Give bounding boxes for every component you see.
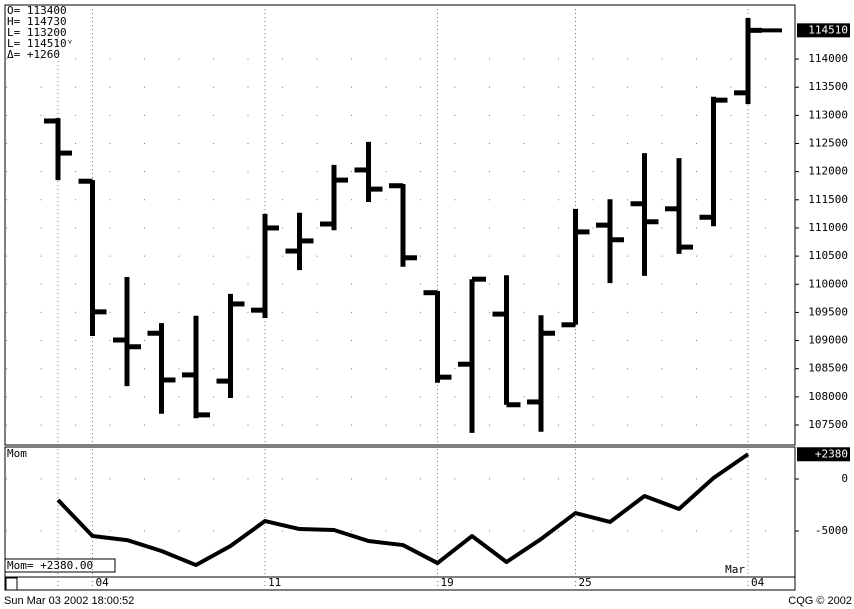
timestamp: Sun Mar 03 2002 18:00:52 (4, 595, 134, 607)
y-tick-label: 108500 (808, 362, 848, 375)
x-tick-label: 11 (268, 576, 281, 589)
header-line: Δ= +1260 (7, 48, 60, 61)
last-value-box (797, 447, 850, 462)
header-line: L= 114510ᵛ (7, 37, 73, 50)
y-tick-label: 113500 (808, 80, 848, 93)
date-row (4, 576, 796, 591)
scroll-handle (5, 577, 18, 591)
x-tick-label: 04 (96, 576, 110, 589)
y-tick-label: 112500 (808, 137, 848, 150)
y-tick-label: 109500 (808, 305, 848, 318)
header-line: L= 113200 (7, 26, 67, 39)
y-tick-label: 108000 (808, 390, 848, 403)
last-price-label: 114510 (808, 23, 848, 36)
last-value-label: +2380 (815, 447, 848, 460)
x-tick-label: 19 (441, 576, 454, 589)
copyright: CQG © 2002 (788, 595, 852, 607)
y-tick-label: 111500 (808, 193, 848, 206)
y-tick-label: 110500 (808, 249, 848, 262)
y-tick-label: 107500 (808, 418, 848, 431)
x-tick-label: 25 (579, 576, 592, 589)
readout-box (4, 558, 116, 573)
indicator-name: Mom (7, 447, 27, 460)
y-tick-label: -5000 (815, 524, 848, 537)
y-tick-label: 114000 (808, 52, 848, 65)
y-tick-label: 109000 (808, 334, 848, 347)
header-line: H= 114730 (7, 15, 67, 28)
header-line: O= 113400 (7, 4, 67, 17)
indicator-readout: Mom= +2380.00 (7, 559, 93, 572)
y-tick-label: 112000 (808, 165, 848, 178)
momentum-pane (4, 446, 796, 578)
momentum-line (56, 452, 750, 568)
price-pane (4, 4, 796, 446)
last-price-box (797, 23, 850, 38)
month-label: Mar (725, 563, 745, 576)
x-tick-label: 04 (751, 576, 765, 589)
y-tick-label: 111000 (808, 221, 848, 234)
y-tick-label: 0 (841, 472, 848, 485)
y-tick-label: 110000 (808, 277, 848, 290)
y-tick-label: 113000 (808, 108, 848, 121)
